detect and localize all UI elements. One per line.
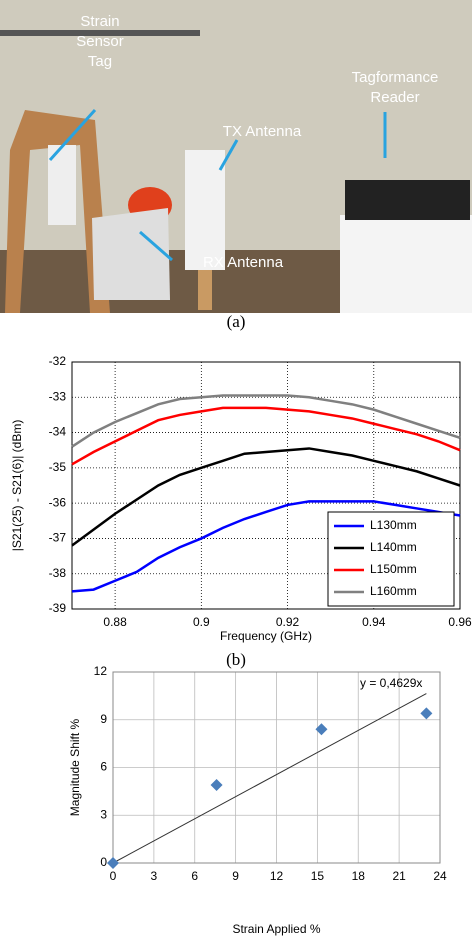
x-tick-label: 9 (232, 869, 239, 883)
x-tick-label: 24 (433, 869, 447, 883)
x-axis-label: Strain Applied % (232, 922, 320, 936)
plot-frame (112, 671, 441, 864)
box (340, 215, 472, 313)
point (420, 707, 433, 720)
x-tick-label: 15 (311, 869, 325, 883)
y-tick-label: -34 (49, 425, 67, 439)
photo-label: Tag (88, 53, 112, 70)
tx-antenna (185, 150, 225, 270)
photo-label: Strain (80, 13, 119, 30)
x-tick-label: 3 (151, 869, 158, 883)
x-tick-label: 0.92 (276, 615, 300, 629)
caption: (b) (226, 650, 246, 669)
x-tick-label: 12 (270, 869, 284, 883)
line (71, 406, 461, 466)
rack (0, 30, 200, 36)
trendline-label: y = 0,4629x (360, 676, 422, 690)
photo-label: Sensor (76, 33, 124, 50)
trendline (112, 693, 427, 864)
photo-label: Reader (370, 89, 419, 106)
x-axis-label: Frequency (GHz) (220, 629, 312, 643)
y-tick-label: 12 (94, 664, 108, 678)
legend-label: L150mm (370, 562, 417, 576)
line (71, 394, 461, 448)
line (71, 447, 461, 547)
y-axis-label: Magnitude Shift % (68, 718, 82, 816)
point (315, 723, 328, 736)
y-tick-label: -39 (49, 601, 67, 615)
y-tick-label: -33 (49, 389, 67, 403)
x-tick-label: 0.9 (193, 615, 210, 629)
y-tick-label: -32 (49, 354, 67, 368)
point (107, 857, 119, 869)
x-tick-label: 0.88 (103, 615, 127, 629)
photo: Strain Sensor Tag TX Antenna Tagformance Read… (0, 0, 472, 313)
reader (345, 180, 470, 220)
x-tick-label: 6 (191, 869, 198, 883)
y-tick-label: -38 (49, 566, 67, 580)
legend-label: L130mm (370, 518, 417, 532)
photo-label: Tagformance (352, 69, 439, 86)
y-tick-label: -36 (49, 495, 67, 509)
y-tick-label: 9 (100, 712, 107, 726)
y-axis-label: |S21(25) - S21(6)| (dBm) (10, 420, 24, 552)
x-tick-label: 0.94 (362, 615, 386, 629)
y-tick-label: -37 (49, 531, 67, 545)
photo-label: RX Antenna (203, 254, 284, 271)
tx-stand (198, 270, 212, 310)
legend-label: L160mm (370, 584, 417, 598)
photo-label: TX Antenna (223, 123, 302, 140)
y-tick-label: 0 (100, 855, 107, 869)
y-tick-label: -35 (49, 460, 67, 474)
legend-label: L140mm (370, 540, 417, 554)
arrows (48, 108, 387, 262)
easel (5, 110, 110, 313)
x-tick-label: 21 (392, 869, 406, 883)
legend (327, 511, 455, 607)
y-tick-label: 6 (100, 760, 107, 774)
x-tick-label: 18 (352, 869, 366, 883)
rx-antenna (92, 208, 170, 300)
caption: (a) (227, 312, 246, 331)
line (71, 500, 461, 593)
x-tick-label: 0 (110, 869, 117, 883)
point (210, 779, 223, 792)
x-tick-label: 0.96 (448, 615, 472, 629)
y-tick-label: 3 (100, 807, 107, 821)
